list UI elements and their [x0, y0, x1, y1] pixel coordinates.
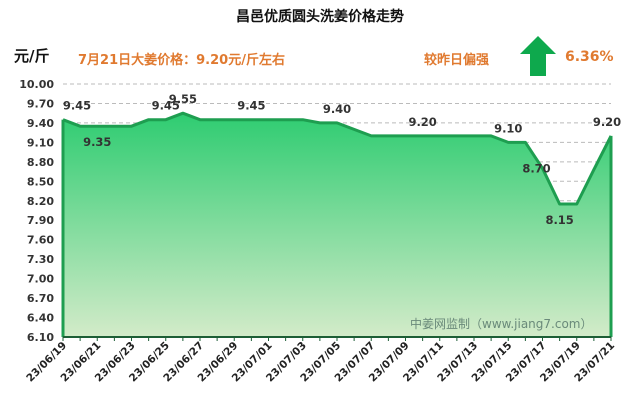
- data-label: 8.15: [545, 213, 573, 227]
- y-tick-label: 9.10: [27, 136, 54, 149]
- y-tick-label: 10.00: [19, 78, 54, 91]
- y-tick-label: 8.20: [27, 195, 54, 208]
- data-label: 9.10: [494, 121, 522, 135]
- data-label: 9.20: [593, 115, 621, 129]
- data-label: 9.20: [408, 115, 436, 129]
- data-label: 9.45: [152, 99, 180, 113]
- change-percent: 6.36%: [565, 49, 614, 65]
- y-tick-label: 7.60: [27, 234, 54, 247]
- x-axis-labels: 23/06/1923/06/2123/06/2323/06/2523/06/27…: [24, 340, 617, 385]
- y-tick-label: 8.50: [27, 175, 54, 188]
- price-headline: 7月21日大姜价格：9.20元/斤左右: [78, 53, 285, 68]
- y-tick-label: 7.30: [27, 253, 54, 266]
- y-tick-label: 7.00: [27, 273, 54, 286]
- chart-title: 昌邑优质圆头洗姜价格走势: [236, 9, 404, 25]
- up-arrow-icon: [520, 36, 556, 76]
- price-line: [62, 111, 613, 206]
- watermark: 中姜网监制（www.jiang7.com）: [410, 316, 592, 331]
- data-label: 8.70: [522, 161, 550, 175]
- y-tick-label: 9.70: [27, 97, 54, 110]
- data-label: 9.45: [237, 99, 265, 113]
- x-axis: [61, 119, 613, 341]
- data-labels: 9.459.359.459.55 9.45 9.409.20 9.108.708.15…: [63, 92, 621, 227]
- y-tick-label: 7.90: [27, 214, 54, 227]
- y-axis-unit: 元/斤: [14, 47, 50, 65]
- y-tick-label: 8.80: [27, 156, 54, 169]
- data-label: 9.55: [169, 92, 197, 106]
- area-fill: [63, 113, 611, 337]
- y-tick-label: 6.70: [27, 292, 54, 305]
- y-tick-label: 6.10: [27, 331, 54, 344]
- data-label: 9.45: [63, 99, 91, 113]
- data-label: 9.35: [83, 135, 111, 149]
- y-tick-label: 9.40: [27, 117, 54, 130]
- data-label: 9.40: [323, 102, 351, 116]
- compare-label: 较昨日偏强: [424, 53, 490, 68]
- y-tick-label: 6.40: [27, 312, 54, 325]
- y-axis-ticks: 10.00 9.70 9.40 9.10 8.80 8.50 8.20 7.90 7.60 7.3…: [19, 78, 54, 344]
